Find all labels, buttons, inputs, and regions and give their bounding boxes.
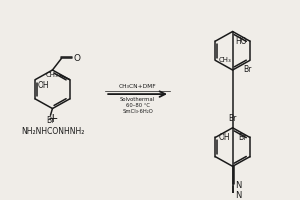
- Text: CH₃: CH₃: [218, 57, 231, 63]
- Text: HO: HO: [235, 37, 247, 46]
- Text: Solvothermal: Solvothermal: [120, 97, 155, 102]
- Text: Br: Br: [244, 65, 252, 74]
- Text: OH: OH: [218, 133, 230, 142]
- Text: OH: OH: [37, 81, 49, 90]
- Text: 60–80 °C: 60–80 °C: [126, 103, 150, 108]
- Text: Br: Br: [228, 114, 237, 123]
- Text: NH₂NHCONHNH₂: NH₂NHCONHNH₂: [21, 127, 84, 136]
- Text: Br: Br: [238, 133, 247, 142]
- Text: CH₃CN+DMF: CH₃CN+DMF: [119, 84, 156, 89]
- Text: O: O: [74, 54, 80, 63]
- Text: CH₃: CH₃: [46, 72, 59, 78]
- Text: N: N: [236, 181, 242, 190]
- Text: Br: Br: [46, 116, 55, 125]
- Text: +: +: [47, 112, 58, 125]
- Text: N: N: [236, 191, 242, 200]
- Text: SmCl₃·6H₂O: SmCl₃·6H₂O: [122, 109, 153, 114]
